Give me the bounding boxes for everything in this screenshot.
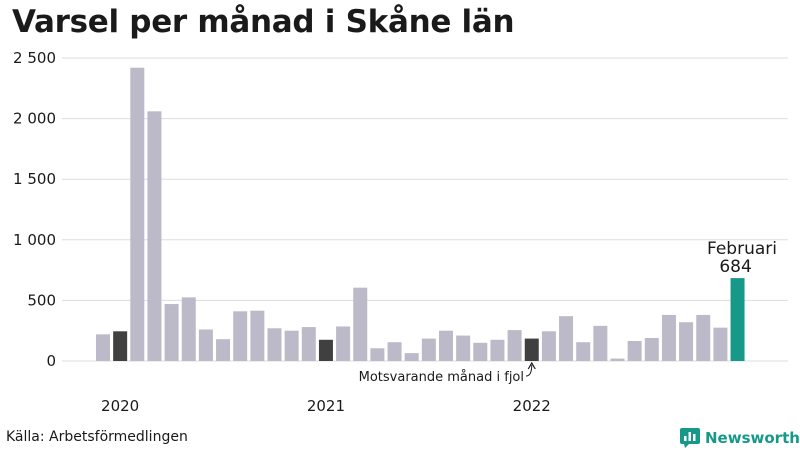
bar: [164, 304, 179, 361]
current-value-label: 684: [719, 257, 751, 277]
current-month-label: Februari: [707, 239, 777, 259]
bar: [610, 358, 625, 361]
bar: [559, 316, 574, 361]
bar: [713, 327, 728, 361]
bar: [96, 334, 110, 361]
source-note: Källa: Arbetsförmedlingen: [6, 429, 188, 445]
bar: [113, 331, 128, 361]
bar: [250, 310, 265, 361]
bar: [593, 325, 608, 361]
brand-logo: Newsworthy: [680, 427, 800, 449]
x-tick-label: 2021: [307, 397, 345, 415]
bar: [473, 342, 488, 361]
x-tick-label: 2022: [513, 397, 551, 415]
bar: [456, 335, 471, 361]
bar: [233, 311, 248, 361]
bar: [661, 314, 676, 361]
bar: [216, 339, 231, 361]
newsworthy-logo-icon: [680, 428, 700, 448]
bar: [198, 329, 213, 361]
bar: [284, 330, 299, 361]
bar: [267, 328, 282, 361]
bar: [336, 326, 351, 361]
annotation-arrowhead: [527, 361, 536, 370]
bar: [524, 338, 539, 361]
bar: [421, 338, 436, 361]
bar: [541, 331, 556, 361]
bar: [679, 322, 694, 361]
bar-chart: 0 500 1 000 1 500 2 000 2 500 2020 2021 2022 Febr…: [13, 49, 788, 415]
y-tick-label: 2 000: [13, 110, 56, 128]
bar: [301, 327, 316, 361]
bar: [147, 111, 162, 361]
annotation-arrow-line: [525, 364, 533, 377]
bar: [696, 314, 711, 361]
bar: [370, 348, 385, 361]
y-tick-label: 500: [27, 291, 56, 309]
bar: [576, 342, 591, 361]
same-month-annotation: Motsvarande månad i fjol: [359, 370, 524, 385]
bar: [627, 341, 642, 361]
bar: [318, 339, 333, 361]
brand-name: Newsworthy: [705, 429, 800, 447]
bar: [439, 330, 453, 361]
bar: [181, 297, 196, 361]
x-tick-label: 2020: [101, 397, 139, 415]
y-tick-label: 1 000: [13, 231, 56, 249]
y-tick-label: 1 500: [13, 170, 56, 188]
bar: [353, 287, 368, 361]
bar: [507, 330, 522, 361]
bar: [644, 337, 659, 361]
bar: [130, 67, 145, 362]
bar: [387, 342, 402, 361]
y-tick-label: 2 500: [13, 49, 56, 67]
bar: [490, 339, 505, 361]
bar: [404, 353, 419, 361]
chart-title: Varsel per månad i Skåne län: [12, 4, 515, 40]
y-tick-label: 0: [46, 352, 56, 370]
bar: [730, 278, 745, 361]
